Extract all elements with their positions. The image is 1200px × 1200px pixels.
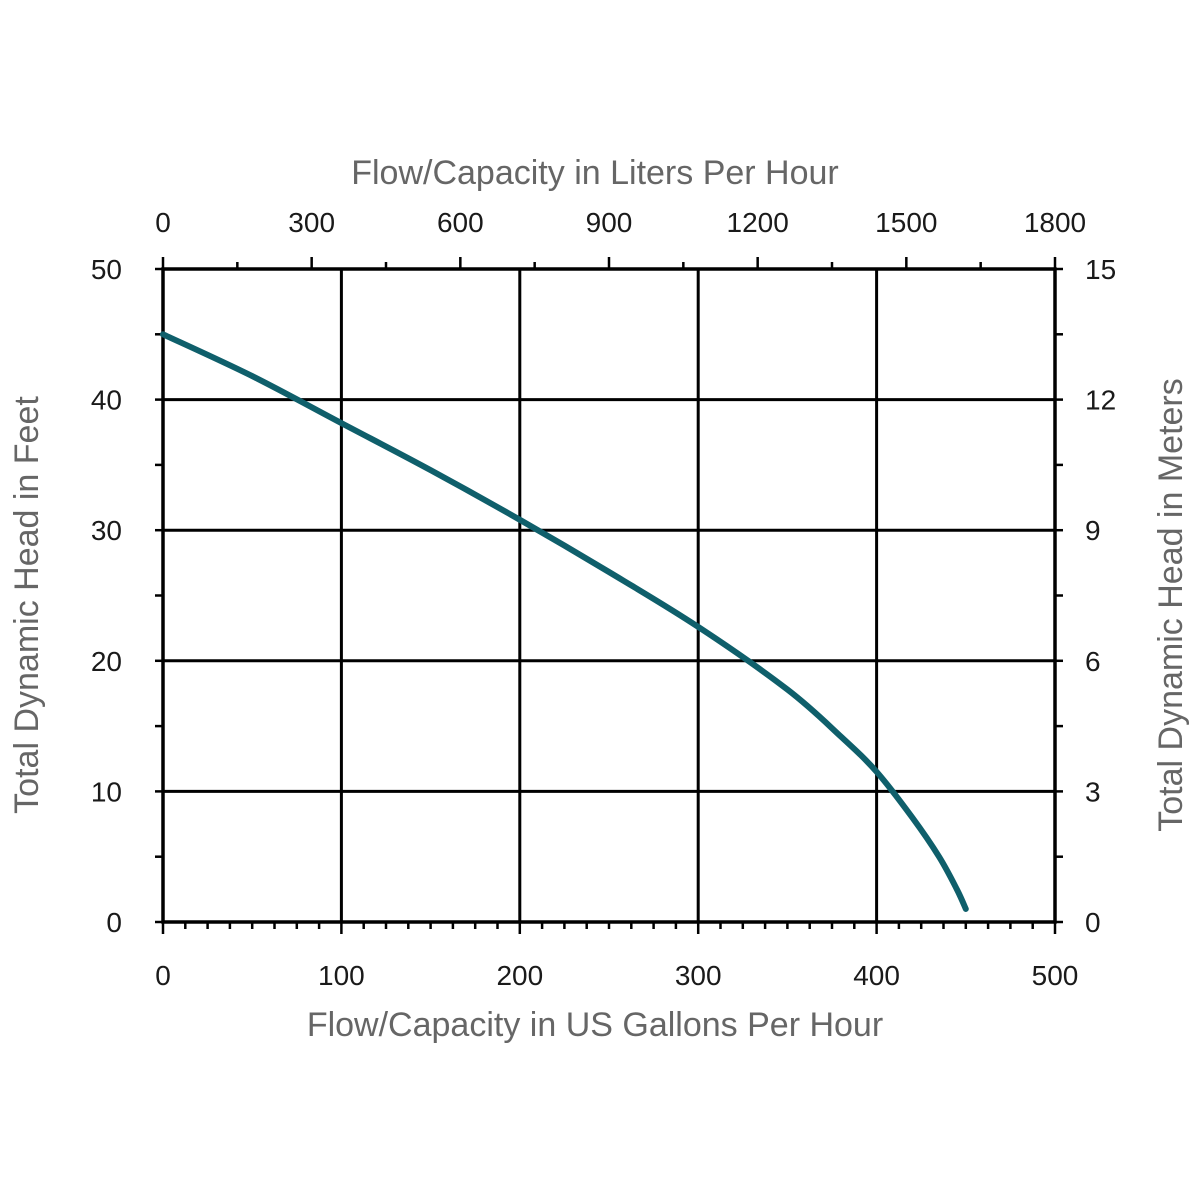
x-tick-label: 400 xyxy=(853,960,900,991)
x-tick-label: 300 xyxy=(675,960,722,991)
x2-tick-label: 0 xyxy=(155,207,171,238)
x-tick-label: 100 xyxy=(318,960,365,991)
y-tick-label: 30 xyxy=(91,515,122,546)
x2-tick-label: 900 xyxy=(586,207,633,238)
y2-tick-label: 12 xyxy=(1085,385,1116,416)
x2-tick-label: 1800 xyxy=(1024,207,1086,238)
plot-frame xyxy=(161,267,1057,924)
x2-tick-label: 1500 xyxy=(875,207,937,238)
x2-tick-label: 1200 xyxy=(727,207,789,238)
x-axis-title: Flow/Capacity in US Gallons Per Hour xyxy=(307,1006,883,1044)
y-tick-label: 40 xyxy=(91,385,122,416)
y2-tick-label: 15 xyxy=(1085,254,1116,285)
x-tick-label: 0 xyxy=(155,960,171,991)
y2-tick-label: 3 xyxy=(1085,776,1101,807)
y2-axis-title: Total Dynamic Head in Meters xyxy=(1152,378,1190,832)
y-tick-label: 50 xyxy=(91,254,122,285)
y2-tick-label: 9 xyxy=(1085,515,1101,546)
minor-ticks xyxy=(155,257,1063,934)
y2-tick-label: 0 xyxy=(1085,907,1101,938)
y-tick-label: 20 xyxy=(91,646,122,677)
x-tick-label: 200 xyxy=(496,960,543,991)
y-tick-label: 0 xyxy=(106,907,122,938)
x-tick-label: 500 xyxy=(1032,960,1079,991)
x2-axis-title: Flow/Capacity in Liters Per Hour xyxy=(351,154,839,192)
y-axis-title: Total Dynamic Head in Feet xyxy=(8,396,46,814)
y-tick-label: 10 xyxy=(91,776,122,807)
grid-lines xyxy=(163,269,1055,922)
y2-tick-label: 6 xyxy=(1085,646,1101,677)
pump-curve-series-0 xyxy=(160,331,969,912)
x2-tick-label: 600 xyxy=(437,207,484,238)
x2-tick-label: 300 xyxy=(288,207,335,238)
series-layer xyxy=(160,331,969,912)
